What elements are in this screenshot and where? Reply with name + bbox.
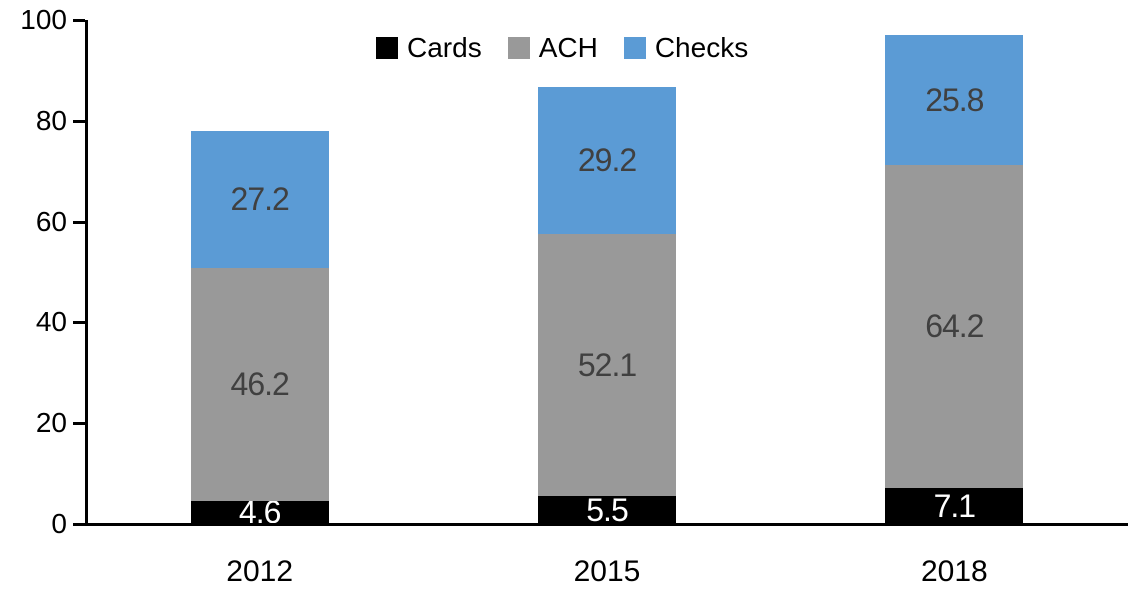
- y-tick-mark: [73, 19, 85, 22]
- bar-segment-ach: 46.2: [190, 267, 329, 501]
- y-tick-label: 40: [35, 306, 67, 338]
- legend-item-checks: Checks: [623, 32, 749, 63]
- bar-segment-cards: 4.6: [190, 496, 329, 528]
- y-tick-label: 20: [35, 407, 67, 439]
- legend-label: Checks: [654, 32, 749, 63]
- bar-segment-cards: 7.1: [885, 488, 1024, 525]
- data-label: 52.1: [577, 346, 637, 383]
- legend-item-cards: Cards: [376, 34, 482, 62]
- legend-label: ACH: [538, 32, 598, 63]
- legend-label: Cards: [407, 32, 482, 63]
- x-axis-label: 2012: [226, 555, 294, 588]
- bar-segment-checks: 29.2: [538, 86, 676, 234]
- legend-swatch-ach: [507, 37, 530, 59]
- legend-item-ach: ACH: [507, 32, 598, 63]
- y-tick-label: 80: [35, 104, 67, 136]
- data-label: 5.5: [586, 492, 628, 529]
- y-tick-label: 100: [20, 4, 67, 35]
- y-axis-line: [85, 20, 88, 526]
- y-tick-mark: [73, 422, 85, 426]
- legend-swatch-cards: [376, 37, 398, 59]
- data-label: 7.1: [933, 488, 976, 525]
- y-tick-mark: [73, 523, 85, 526]
- y-tick-mark: [73, 220, 85, 224]
- data-label: 46.2: [230, 366, 290, 403]
- y-tick-label: 60: [35, 205, 67, 237]
- legend: Cards ACH Checks: [376, 34, 748, 62]
- y-tick-mark: [73, 321, 85, 325]
- bar-segment-ach: 64.2: [885, 164, 1024, 489]
- x-axis-label: 2015: [573, 555, 641, 588]
- data-label: 64.2: [925, 308, 984, 345]
- x-axis-label: 2018: [920, 555, 988, 588]
- bar-segment-ach: 52.1: [538, 233, 676, 497]
- legend-swatch-checks: [623, 37, 646, 59]
- bar-segment-checks: 27.2: [190, 130, 329, 268]
- y-tick-label: 0: [51, 508, 67, 539]
- y-tick-mark: [73, 119, 85, 123]
- bar-segment-cards: 5.5: [538, 492, 676, 529]
- data-label: 25.8: [925, 81, 984, 118]
- data-label: 29.2: [577, 142, 637, 179]
- x-axis-line: [85, 523, 1128, 526]
- data-label: 27.2: [230, 181, 290, 218]
- bar-segment-checks: 25.8: [885, 34, 1024, 165]
